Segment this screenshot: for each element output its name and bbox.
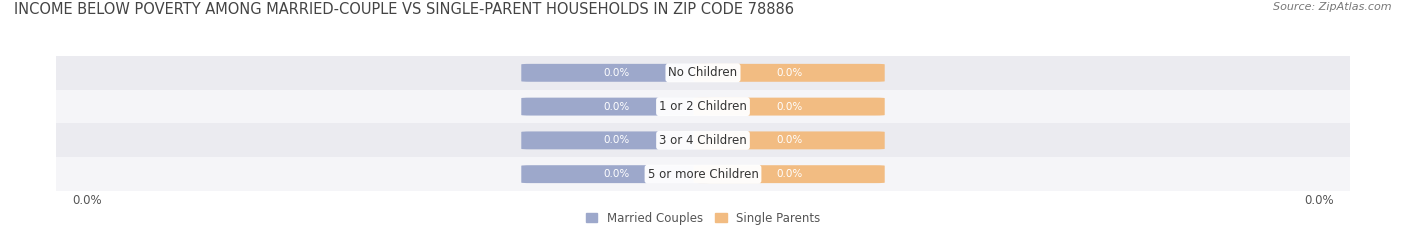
Text: 0.0%: 0.0% (776, 68, 803, 78)
Text: 0.0%: 0.0% (776, 135, 803, 145)
FancyBboxPatch shape (693, 165, 884, 183)
Text: INCOME BELOW POVERTY AMONG MARRIED-COUPLE VS SINGLE-PARENT HOUSEHOLDS IN ZIP COD: INCOME BELOW POVERTY AMONG MARRIED-COUPL… (14, 2, 794, 17)
Text: 3 or 4 Children: 3 or 4 Children (659, 134, 747, 147)
Text: 1 or 2 Children: 1 or 2 Children (659, 100, 747, 113)
Text: 0.0%: 0.0% (603, 135, 630, 145)
Text: 0.0%: 0.0% (776, 102, 803, 112)
Text: 5 or more Children: 5 or more Children (648, 168, 758, 181)
FancyBboxPatch shape (693, 64, 884, 82)
Bar (56, 56, 1350, 90)
Text: 0.0%: 0.0% (603, 169, 630, 179)
FancyBboxPatch shape (693, 98, 884, 116)
FancyBboxPatch shape (522, 165, 713, 183)
Bar (56, 90, 1350, 123)
FancyBboxPatch shape (522, 131, 713, 149)
FancyBboxPatch shape (693, 131, 884, 149)
Bar (56, 157, 1350, 191)
Text: 0.0%: 0.0% (776, 169, 803, 179)
FancyBboxPatch shape (522, 64, 713, 82)
Text: 0.0%: 0.0% (603, 102, 630, 112)
Legend: Married Couples, Single Parents: Married Couples, Single Parents (583, 209, 823, 227)
FancyBboxPatch shape (522, 98, 713, 116)
Text: Source: ZipAtlas.com: Source: ZipAtlas.com (1274, 2, 1392, 12)
Text: 0.0%: 0.0% (603, 68, 630, 78)
Text: No Children: No Children (668, 66, 738, 79)
Bar (56, 123, 1350, 157)
